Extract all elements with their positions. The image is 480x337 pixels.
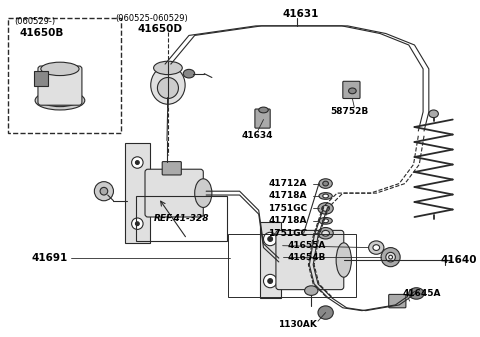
Ellipse shape (305, 286, 318, 295)
Text: 41718A: 41718A (268, 216, 307, 225)
Text: 58752B: 58752B (330, 108, 369, 116)
Ellipse shape (386, 252, 396, 262)
Text: 41712A: 41712A (268, 179, 307, 188)
Circle shape (132, 218, 143, 229)
Ellipse shape (318, 203, 333, 214)
Text: 1751GC: 1751GC (268, 229, 307, 238)
Text: 41654B: 41654B (288, 253, 326, 262)
Ellipse shape (381, 248, 400, 267)
Ellipse shape (369, 241, 384, 254)
Ellipse shape (154, 61, 182, 74)
Text: 1751GC: 1751GC (268, 204, 307, 213)
Text: 41650D: 41650D (137, 24, 182, 34)
Ellipse shape (322, 231, 329, 236)
Text: 41691: 41691 (31, 253, 68, 263)
Circle shape (135, 161, 139, 164)
Text: REF.41-328: REF.41-328 (154, 214, 209, 223)
Ellipse shape (373, 245, 380, 250)
Circle shape (100, 187, 108, 195)
Ellipse shape (323, 219, 328, 223)
Circle shape (95, 182, 113, 201)
FancyBboxPatch shape (145, 169, 204, 217)
Ellipse shape (319, 193, 332, 199)
Text: 41645A: 41645A (402, 289, 441, 298)
Ellipse shape (409, 288, 424, 299)
Text: 41634: 41634 (241, 131, 273, 140)
Ellipse shape (323, 194, 328, 198)
FancyBboxPatch shape (276, 231, 344, 289)
Circle shape (268, 237, 273, 241)
Ellipse shape (336, 243, 351, 277)
Circle shape (135, 222, 139, 225)
Text: 41631: 41631 (283, 9, 319, 20)
Ellipse shape (195, 179, 212, 208)
Ellipse shape (319, 179, 332, 188)
Text: (060529-): (060529-) (14, 17, 55, 26)
Text: 41655A: 41655A (288, 241, 326, 250)
Ellipse shape (318, 227, 333, 239)
FancyBboxPatch shape (389, 295, 406, 308)
FancyBboxPatch shape (162, 161, 181, 175)
FancyBboxPatch shape (343, 81, 360, 98)
Circle shape (264, 232, 277, 246)
Ellipse shape (322, 206, 329, 211)
Ellipse shape (429, 110, 438, 118)
Text: 1130AK: 1130AK (278, 320, 317, 330)
Ellipse shape (157, 78, 179, 98)
Ellipse shape (319, 217, 332, 224)
FancyBboxPatch shape (125, 144, 150, 243)
Ellipse shape (389, 255, 393, 259)
FancyBboxPatch shape (255, 109, 270, 128)
Ellipse shape (318, 306, 333, 319)
Ellipse shape (183, 69, 195, 78)
FancyBboxPatch shape (260, 222, 281, 298)
Ellipse shape (42, 94, 78, 106)
Ellipse shape (35, 91, 85, 110)
FancyBboxPatch shape (34, 71, 48, 86)
Circle shape (268, 279, 273, 283)
Circle shape (132, 157, 143, 168)
Ellipse shape (41, 62, 79, 75)
Ellipse shape (348, 88, 356, 94)
Text: 41718A: 41718A (268, 191, 307, 201)
Ellipse shape (151, 66, 185, 104)
Text: 41640: 41640 (440, 255, 477, 265)
Circle shape (264, 274, 277, 288)
Text: (060525-060529): (060525-060529) (115, 14, 188, 23)
Ellipse shape (323, 181, 328, 186)
FancyBboxPatch shape (38, 66, 82, 105)
Ellipse shape (259, 107, 268, 113)
Text: 41650B: 41650B (20, 28, 64, 37)
